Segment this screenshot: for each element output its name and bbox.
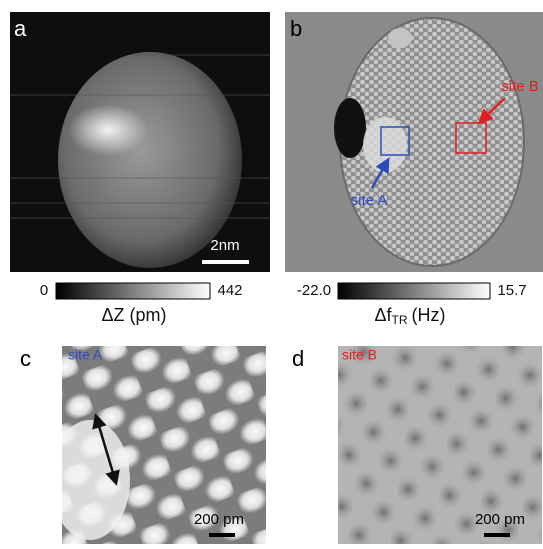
colorbar-min: -22.0: [297, 282, 331, 299]
colorbar-title: ΔZ (pm): [101, 305, 166, 325]
panel-b: site A site B b: [285, 12, 543, 272]
site-label: site B: [501, 78, 539, 95]
scale-bar-label: 2nm: [210, 237, 239, 254]
bright-region: [50, 420, 130, 540]
colorbar-max: 15.7: [497, 282, 526, 299]
panel-label: a: [14, 16, 27, 41]
title-main: Δf: [374, 305, 392, 325]
site-label: site A: [68, 347, 103, 363]
site-label: site A: [351, 192, 388, 209]
panel-c: c site A 200 pm: [20, 346, 266, 544]
site-label: site B: [342, 347, 377, 363]
panel-a: a 2nm: [10, 12, 270, 272]
scale-bar-label: 200 pm: [475, 511, 525, 528]
colorbar-b: -22.0 15.7 ΔfTR (Hz): [297, 282, 527, 327]
molecule-blob: [58, 52, 242, 268]
panel-label: d: [292, 346, 304, 371]
colorbar-title: ΔfTR (Hz): [374, 305, 445, 327]
colorbar-a: 0 442 ΔZ (pm): [40, 282, 243, 325]
colorbar: [56, 283, 210, 299]
title-unit: (Hz): [412, 305, 446, 325]
scale-bar-label: 200 pm: [194, 511, 244, 528]
dark-lobe: [334, 98, 366, 158]
bright-spot: [68, 104, 148, 156]
panel-label: b: [290, 16, 302, 41]
figure: a 2nm site A site B b 0 442 ΔZ (pm) -22.…: [0, 0, 543, 544]
panel-label: c: [20, 346, 31, 371]
bump: [388, 28, 412, 48]
panel-d: d site B 200 pm: [292, 346, 542, 544]
colorbar-min: 0: [40, 282, 48, 299]
colorbar-max: 442: [217, 282, 242, 299]
colorbar: [338, 283, 490, 299]
title-subscript: TR: [392, 313, 408, 327]
